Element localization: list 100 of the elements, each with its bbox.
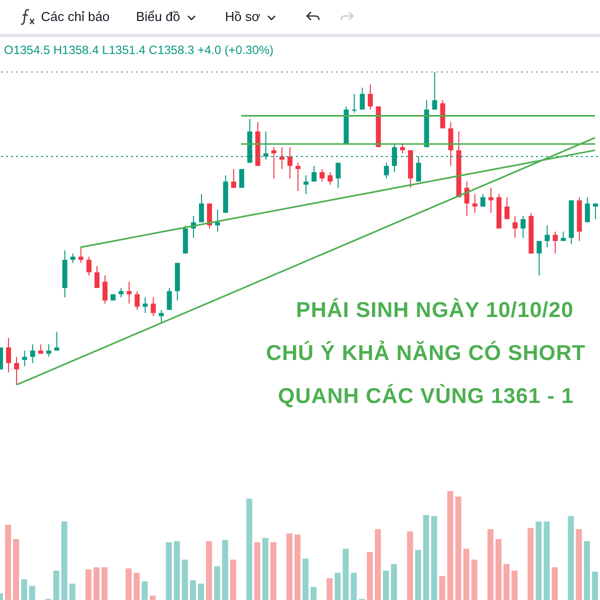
candlestick: [592, 202, 598, 220]
candlestick: [54, 331, 60, 352]
candlestick: [448, 122, 454, 166]
text: Biểu đồ: [136, 9, 180, 24]
candlestick: [360, 87, 365, 110]
bar: [552, 567, 558, 600]
bar: [592, 572, 598, 600]
bar: [85, 569, 92, 600]
bar: [13, 538, 20, 600]
bar: [5, 524, 12, 600]
text: O1354.5 H1358.4 L1351.4 C1358.3 +4.0 (+0.30%): [4, 43, 274, 57]
candlestick: [30, 344, 36, 364]
bar: [576, 529, 582, 600]
candlestick: [150, 296, 156, 317]
candlestick: [14, 356, 20, 385]
bar: [61, 522, 68, 600]
bar: [262, 538, 268, 600]
candlestick: [287, 146, 292, 179]
candlestick: [239, 168, 244, 188]
bar: [142, 581, 148, 600]
text: Các chỉ báo: [41, 9, 110, 24]
candlestick: [512, 215, 518, 238]
bar: [528, 528, 534, 600]
candlestick: [544, 224, 550, 248]
candlestick: [94, 266, 100, 288]
bar: [342, 548, 349, 600]
bar: [455, 496, 462, 600]
candlestick: [304, 174, 309, 195]
bar: [190, 580, 196, 600]
candlestick: [199, 194, 204, 223]
bar: [423, 514, 430, 600]
bar: [366, 552, 373, 600]
bar: [126, 568, 132, 600]
candlestick: [158, 309, 164, 323]
candlestick: [384, 162, 389, 179]
bar: [390, 564, 397, 600]
bar: [246, 498, 252, 600]
candlestick: [231, 168, 236, 188]
bar: [415, 550, 422, 600]
text: Hồ sơ: [225, 9, 260, 24]
candlestick: [504, 196, 510, 220]
bar: [166, 542, 172, 600]
bar: [374, 529, 381, 600]
candlestick: [336, 162, 341, 188]
bar: [536, 522, 542, 600]
bar: [568, 516, 574, 600]
bar: [382, 570, 389, 600]
candlestick: [472, 194, 478, 214]
annotation: QUANH CÁC VÙNG 1361 - 1: [278, 384, 574, 409]
bar: [431, 516, 438, 600]
bar: [270, 542, 276, 600]
bar: [334, 572, 341, 600]
bar: [230, 560, 236, 600]
candlestick: [488, 187, 494, 214]
annotation: CHÚ Ý KHẢ NĂNG CÓ SHORT: [266, 341, 586, 366]
bar: [254, 542, 260, 600]
candlestick: [552, 231, 558, 254]
bar: [495, 538, 502, 600]
candlestick: [86, 256, 92, 276]
bar: [69, 584, 76, 600]
bar: [294, 534, 300, 600]
bar: [134, 572, 140, 600]
bar: [174, 541, 180, 600]
candlestick: [352, 93, 357, 114]
bar: [544, 522, 550, 600]
candlestick: [312, 165, 317, 182]
candlestick: [118, 287, 124, 298]
bar: [302, 558, 309, 600]
annotation: PHÁI SINH NGÀY 10/10/20: [296, 298, 574, 323]
bar: [407, 531, 414, 600]
bar: [214, 566, 220, 600]
bar: [286, 534, 292, 600]
candlestick: [368, 84, 373, 110]
candlestick: [320, 168, 325, 182]
candlestick: [520, 215, 526, 238]
bar: [182, 560, 188, 600]
bar: [198, 584, 204, 600]
candlestick: [400, 143, 405, 154]
bar: [487, 529, 494, 600]
candlestick: [70, 253, 76, 264]
candlestick: [166, 287, 172, 310]
bar: [102, 567, 108, 600]
bar: [504, 564, 510, 600]
candlestick: [22, 350, 28, 367]
candlestick: [215, 209, 220, 232]
bar: [584, 541, 590, 600]
candlestick: [134, 290, 140, 310]
candlestick: [328, 172, 333, 186]
candlestick: [584, 196, 590, 223]
candlestick: [432, 72, 438, 110]
candlestick: [142, 296, 148, 314]
bar: [206, 541, 212, 600]
candlestick: [102, 274, 108, 304]
candlestick: [46, 344, 52, 358]
bar: [93, 567, 100, 600]
bar: [350, 572, 357, 600]
bar: [471, 560, 478, 600]
candlestick: [6, 338, 12, 373]
candlestick: [295, 162, 300, 192]
bar: [310, 586, 317, 600]
